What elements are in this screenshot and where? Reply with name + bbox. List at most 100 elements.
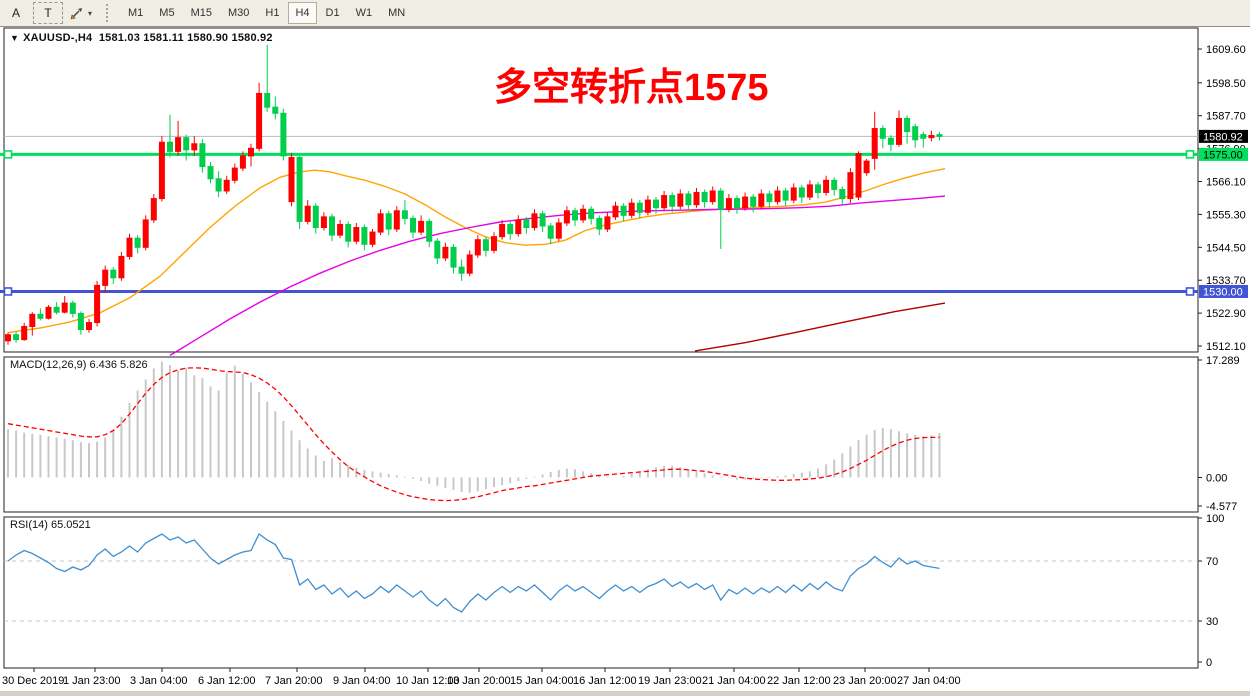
candles-layer [5,44,943,345]
chevron-down-icon: ▾ [88,8,93,18]
candle-body [572,210,578,221]
toolbar: A T ▾ M1 M5 M15 M30 H1 H4 D1 W1 MN [0,0,1250,27]
candle-body [928,135,935,139]
timeframe-button-h4[interactable]: H4 [288,2,317,24]
candle-body [758,193,765,207]
candle-body [207,166,214,180]
candle-body [936,134,943,137]
timeframe-button-m1[interactable]: M1 [128,7,144,19]
candle-body [887,137,894,145]
candle-body [661,195,668,209]
candle-body [798,187,805,198]
candle-body [742,196,749,209]
price-tick-label: 1598.50 [1206,78,1246,90]
candle-body [401,210,408,219]
candle-body [904,117,911,133]
toolbar-grip[interactable] [106,4,114,22]
ohlc-quote-text: 1581.03 1581.11 1580.90 1580.92 [98,32,273,44]
timeframe-button-m15[interactable]: M15 [190,7,212,19]
candle-body [717,190,724,210]
price-tick-label: 1533.70 [1206,275,1246,287]
candle-body [175,137,182,152]
candle-body [693,191,700,206]
chart-annotation-text[interactable]: 多空转折点1575 [494,67,769,109]
timeframe-button-m30[interactable]: M30 [227,7,250,19]
time-tick-label: 23 Jan 20:00 [833,675,897,687]
candle-body [734,198,740,209]
cursor-arrows-icon [70,6,86,20]
candle-body [879,128,886,139]
line-handle[interactable] [1185,150,1195,159]
candle-body [102,269,109,286]
line-handle[interactable] [1185,287,1195,296]
horizontal-line-1530.00[interactable] [0,287,1198,296]
candle-body [831,179,838,190]
candle-body [264,92,271,108]
candle-body [499,223,506,238]
candle-body [815,184,821,193]
candle-body [450,246,457,268]
candle-body [280,112,287,157]
candle-body [531,213,538,229]
candle-body [855,152,862,198]
time-tick-label: 15 Jan 04:00 [510,675,574,687]
timeframe-button-d1[interactable]: D1 [325,7,340,19]
candle-body [474,239,481,256]
macd-panel: 17.289 0.00 -4.577 [7,355,1240,513]
time-tick-label: 22 Jan 12:00 [767,675,831,687]
text-label-tool-button[interactable]: T [33,2,63,24]
timeframe-button-mn[interactable]: MN [388,7,406,19]
candle-body [563,210,570,224]
candle-body [377,213,384,233]
timeframe-button-w1[interactable]: W1 [355,7,373,19]
candle-body [709,190,716,203]
rsi-panel: 100 70 30 0 [4,513,1224,669]
candle-body [248,147,254,157]
current-price-tag-bg [1199,129,1248,143]
current-price-tag-text: 1580.92 [1203,131,1243,143]
candle-body [167,141,173,152]
candle-body [847,172,854,200]
cursor-tool-button[interactable]: ▾ [65,2,97,24]
candle-body [231,167,238,181]
line-handle[interactable] [3,287,13,296]
price-axis: 1609.601598.501587.701576.901566.101555.… [1198,44,1246,353]
candle-body [37,313,44,319]
line-handle[interactable] [3,150,13,159]
candle-body [418,220,425,233]
candle-body [215,178,222,192]
candle-body [644,199,651,213]
timeframe-button-m5[interactable]: M5 [159,7,175,19]
macd-axis-label: -4.577 [1206,501,1237,513]
time-tick-label: 30 Dec 2019 [2,675,64,687]
candle-body [21,326,28,341]
candle-body [223,179,230,192]
ma-fast-orange [7,168,946,334]
price-panel-frame [3,27,1199,353]
hline-price-tag: 1575.00 [1199,147,1248,161]
candle-body [296,156,303,222]
macd-axis-label: 0.00 [1206,473,1227,485]
hline-price-tag-text: 1530.00 [1203,286,1243,298]
time-tick-label: 13 Jan 20:00 [447,675,511,687]
chart-title: ▼ XAUUSD-,H4 1581.03 1581.11 1580.90 1580… [10,32,273,44]
time-tick-label: 21 Jan 04:00 [702,675,766,687]
time-tick-label: 16 Jan 12:00 [573,675,637,687]
time-tick-label: 7 Jan 20:00 [265,675,323,687]
candle-body [94,284,101,324]
symbol-dropdown-icon[interactable]: ▼ [10,33,20,43]
candle-body [669,195,676,207]
time-tick-label: 1 Jan 23:00 [63,675,121,687]
candle-body [5,334,11,342]
timeframe-button-h1[interactable]: H1 [265,7,280,19]
candle-body [466,254,473,274]
candle-body [491,236,497,251]
candle-body [77,312,84,331]
candle-body [628,202,635,216]
arrow-text-tool-button[interactable]: A [11,6,20,20]
candle-body [288,156,295,203]
horizontal-line-1575.00[interactable] [0,150,1198,159]
